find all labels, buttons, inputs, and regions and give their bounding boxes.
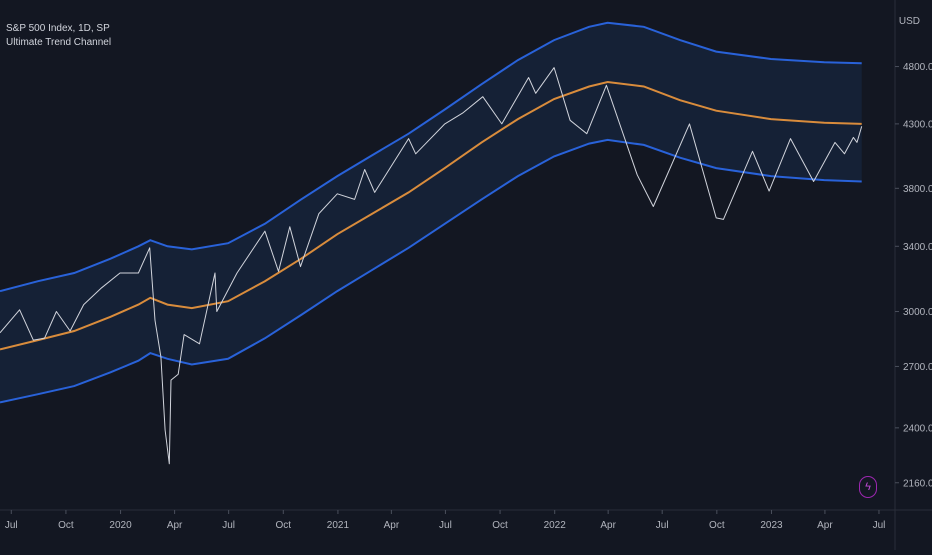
y-tick-label: 2400.00 (903, 423, 932, 434)
y-tick-label: 2160.00 (903, 478, 932, 489)
x-tick-label: Apr (167, 520, 183, 531)
symbol-label[interactable]: S&P 500 Index, 1D, SP (6, 23, 110, 34)
y-tick-label: 4800.00 (903, 62, 932, 73)
y-tick-label: 3000.00 (903, 307, 932, 318)
price-line (0, 67, 863, 465)
mid-line (0, 80, 862, 351)
channel-fill (0, 22, 862, 403)
x-tick-label: Apr (817, 520, 833, 531)
y-tick-label: 2700.00 (903, 362, 932, 373)
x-tick-label: 2023 (760, 520, 783, 531)
lower-band-line (0, 138, 862, 404)
y-tick-label: 3800.00 (903, 184, 932, 195)
series-layer (0, 21, 863, 465)
x-tick-label: Jul (222, 520, 235, 531)
time-axis[interactable]: Jul Oct 2020 Apr Jul Oct 2021 Apr Jul Oct 2022 Apr J… (5, 510, 885, 531)
x-tick-label: Oct (276, 520, 292, 531)
upper-band-line (0, 21, 862, 293)
x-tick-label: Jul (656, 520, 669, 531)
x-tick-label: Jul (5, 520, 18, 531)
x-tick-label: Jul (873, 520, 886, 531)
lightning-icon[interactable]: ϟ (859, 476, 877, 498)
x-tick-label: 2020 (109, 520, 132, 531)
x-tick-label: Apr (384, 520, 400, 531)
currency-label: USD (898, 16, 920, 27)
chart-legend: S&P 500 Index, 1D, SP Ultimate Trend Cha… (6, 22, 111, 50)
x-tick-label: Jul (439, 520, 452, 531)
x-tick-label: Oct (709, 520, 725, 531)
y-tick-label: 4300.00 (903, 119, 932, 130)
y-tick-label: 3400.00 (903, 242, 932, 253)
x-tick-label: Oct (58, 520, 74, 531)
x-tick-label: 2021 (327, 520, 350, 531)
price-axis[interactable]: 4800.00 4300.00 3800.00 3400.00 3000.00 2700.… (895, 62, 932, 489)
channel-fill-layer (0, 22, 862, 403)
x-tick-label: Apr (600, 520, 616, 531)
x-tick-label: 2022 (544, 520, 567, 531)
indicator-label[interactable]: Ultimate Trend Channel (6, 37, 112, 48)
x-tick-label: Oct (492, 520, 508, 531)
